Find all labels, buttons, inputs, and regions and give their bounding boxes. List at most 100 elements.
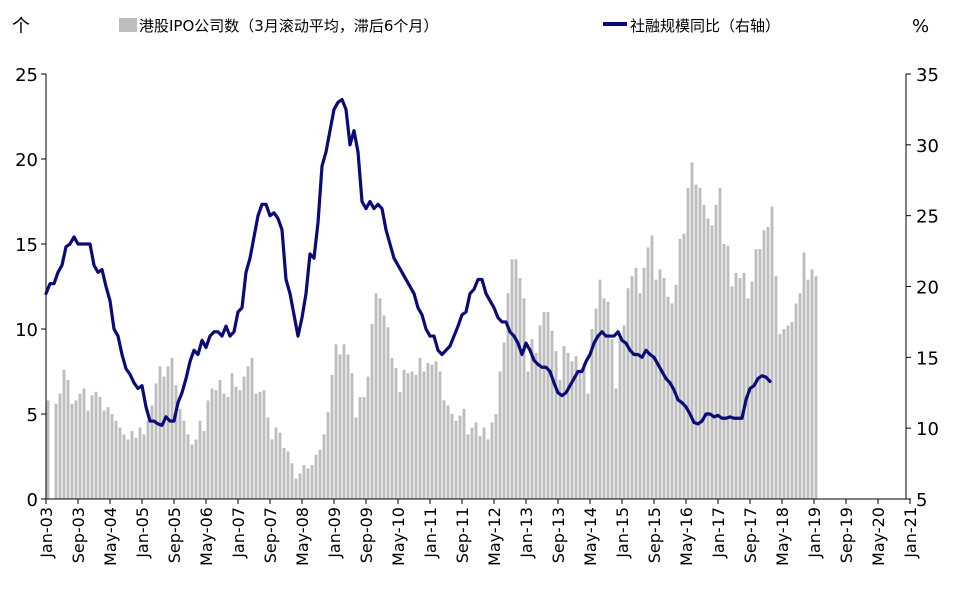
bar xyxy=(78,393,82,499)
bar xyxy=(202,431,206,499)
bar xyxy=(350,373,354,499)
bar xyxy=(518,278,522,499)
bar xyxy=(206,400,210,499)
bar xyxy=(98,397,102,499)
bar xyxy=(354,417,358,499)
bar xyxy=(622,325,626,499)
bar xyxy=(686,187,690,499)
bar xyxy=(718,187,722,499)
bar xyxy=(306,468,310,499)
bar xyxy=(374,293,378,499)
bar xyxy=(798,293,802,499)
bar xyxy=(786,325,790,499)
bar xyxy=(598,279,602,499)
bar xyxy=(250,357,254,499)
bar xyxy=(494,414,498,499)
bar xyxy=(530,339,534,499)
bar xyxy=(158,366,162,499)
bar xyxy=(398,391,402,499)
bar xyxy=(54,403,58,499)
bar xyxy=(654,279,658,499)
bar xyxy=(458,415,462,499)
x-tick-label: Sep-09 xyxy=(357,507,376,563)
bar xyxy=(366,376,370,499)
bar xyxy=(742,272,746,499)
bar xyxy=(670,303,674,499)
bar xyxy=(58,393,62,499)
bar xyxy=(562,346,566,499)
bar xyxy=(230,373,234,499)
bar xyxy=(62,369,66,499)
bar xyxy=(294,478,298,499)
right-unit-label: % xyxy=(912,16,929,37)
y-tick-label-right: 30 xyxy=(916,136,939,157)
bar xyxy=(634,267,638,499)
bar xyxy=(226,397,230,499)
y-tick-label-left: 25 xyxy=(15,65,38,86)
bar xyxy=(754,249,758,499)
bar xyxy=(318,449,322,499)
y-tick-label-left: 15 xyxy=(15,235,38,256)
bar xyxy=(538,325,542,499)
bar xyxy=(298,473,302,499)
x-tick-label: Sep-03 xyxy=(69,507,88,563)
bar xyxy=(550,330,554,499)
y-tick-label-right: 5 xyxy=(916,490,927,511)
bar xyxy=(594,308,598,499)
bar xyxy=(542,312,546,499)
bar xyxy=(378,298,382,499)
bar xyxy=(118,427,122,499)
bar xyxy=(114,420,118,499)
bar xyxy=(546,312,550,499)
bar xyxy=(450,414,454,499)
bar xyxy=(790,322,794,499)
y-tick-label-left: 20 xyxy=(15,150,38,171)
x-tick-label: May-12 xyxy=(485,507,504,566)
bar xyxy=(802,252,806,499)
x-tick-label: May-08 xyxy=(293,507,312,566)
bar xyxy=(382,315,386,499)
bar xyxy=(390,357,394,499)
x-tick-label: Jan-13 xyxy=(517,507,536,559)
bar xyxy=(238,390,242,499)
bar xyxy=(626,288,630,499)
bar xyxy=(178,408,182,499)
bar xyxy=(362,397,366,499)
bar xyxy=(522,298,526,499)
x-tick-label: Jan-17 xyxy=(709,507,728,559)
bar xyxy=(126,439,130,499)
bar xyxy=(430,364,434,499)
bar xyxy=(214,390,218,499)
bar xyxy=(122,434,126,499)
x-tick-label: Jan-05 xyxy=(133,507,152,559)
bar xyxy=(506,293,510,499)
bar xyxy=(322,434,326,499)
bar xyxy=(394,368,398,499)
bar xyxy=(342,344,346,499)
bar xyxy=(738,278,742,499)
bar xyxy=(330,374,334,499)
x-tick-label: May-14 xyxy=(581,507,600,566)
bar xyxy=(706,218,710,499)
bar xyxy=(590,329,594,499)
bar xyxy=(198,420,202,499)
bar xyxy=(326,412,330,499)
bar xyxy=(702,204,706,499)
bar xyxy=(422,371,426,499)
bar-series xyxy=(46,162,818,500)
y-tick-label-right: 10 xyxy=(916,419,939,440)
bar xyxy=(274,427,278,499)
bar xyxy=(602,298,606,499)
bar xyxy=(86,410,90,499)
bar xyxy=(778,334,782,499)
x-tick-label: Sep-17 xyxy=(741,507,760,563)
bar xyxy=(570,361,574,499)
bar xyxy=(146,420,150,499)
bar xyxy=(642,267,646,499)
bar xyxy=(770,206,774,499)
x-tick-label: May-04 xyxy=(101,507,120,566)
bar xyxy=(278,432,282,499)
bar xyxy=(110,414,114,499)
bar xyxy=(710,225,714,500)
bar xyxy=(150,405,154,499)
